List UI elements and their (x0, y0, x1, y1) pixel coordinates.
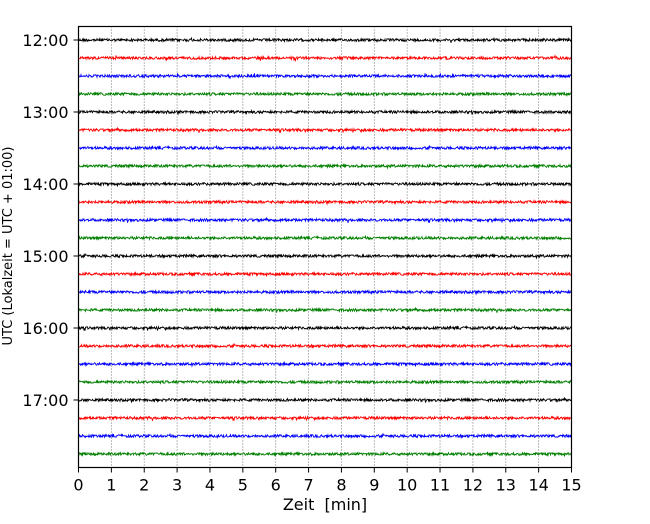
y-tick-label: 12:00 (22, 31, 68, 50)
x-tick-label: 12 (463, 476, 483, 495)
trace-8 (78, 181, 572, 188)
x-tick-label: 5 (238, 476, 248, 495)
y-axis-label: UTC (Lokalzeit = UTC + 01:00) (1, 147, 16, 346)
y-tick-label: 13:00 (22, 103, 68, 122)
trace-12 (78, 253, 572, 260)
x-tick-label: 0 (73, 476, 83, 495)
trace-13 (78, 270, 572, 278)
trace-14 (78, 289, 572, 296)
trace-17 (78, 343, 572, 349)
y-tick-label: 17:00 (22, 391, 68, 410)
x-tick-label: 6 (271, 476, 281, 495)
trace-1 (78, 54, 572, 63)
trace-7 (78, 162, 572, 170)
x-tick-label: 15 (561, 476, 581, 495)
x-tick-label: 9 (369, 476, 379, 495)
trace-15 (78, 306, 572, 313)
trace-20 (78, 396, 572, 404)
trace-22 (78, 433, 572, 439)
trace-6 (78, 145, 572, 151)
x-tick-label: 1 (106, 476, 116, 495)
x-axis-label: Zeit [min] (283, 495, 367, 514)
x-tick-label: 7 (303, 476, 313, 495)
y-axis: 12:00 13:00 14:00 15:00 16:00 17:00 (22, 31, 79, 410)
trace-0 (78, 36, 572, 44)
x-axis: 0 1 2 3 4 5 6 7 8 9 10 11 12 13 14 15 (73, 467, 582, 495)
x-tick-label: 14 (528, 476, 548, 495)
trace-19 (78, 379, 572, 386)
trace-18 (78, 360, 572, 368)
trace-21 (78, 415, 572, 422)
trace-2 (78, 72, 572, 80)
trace-4 (78, 109, 572, 116)
y-tick-label: 14:00 (22, 175, 68, 194)
x-tick-label: 13 (496, 476, 516, 495)
trace-11 (78, 235, 572, 241)
trace-10 (78, 216, 572, 224)
traces (78, 36, 572, 458)
x-tick-label: 3 (172, 476, 182, 495)
x-tick-label: 8 (336, 476, 346, 495)
trace-3 (78, 91, 572, 98)
trace-23 (78, 450, 572, 458)
x-tick-label: 4 (205, 476, 215, 495)
y-tick-label: 16:00 (22, 319, 68, 338)
plot-frame (77, 25, 573, 469)
trace-16 (78, 325, 572, 332)
x-tick-label: 11 (430, 476, 450, 495)
x-tick-label: 2 (139, 476, 149, 495)
trace-5 (78, 126, 572, 134)
trace-9 (78, 199, 572, 206)
x-tick-label: 10 (397, 476, 417, 495)
y-tick-label: 15:00 (22, 247, 68, 266)
